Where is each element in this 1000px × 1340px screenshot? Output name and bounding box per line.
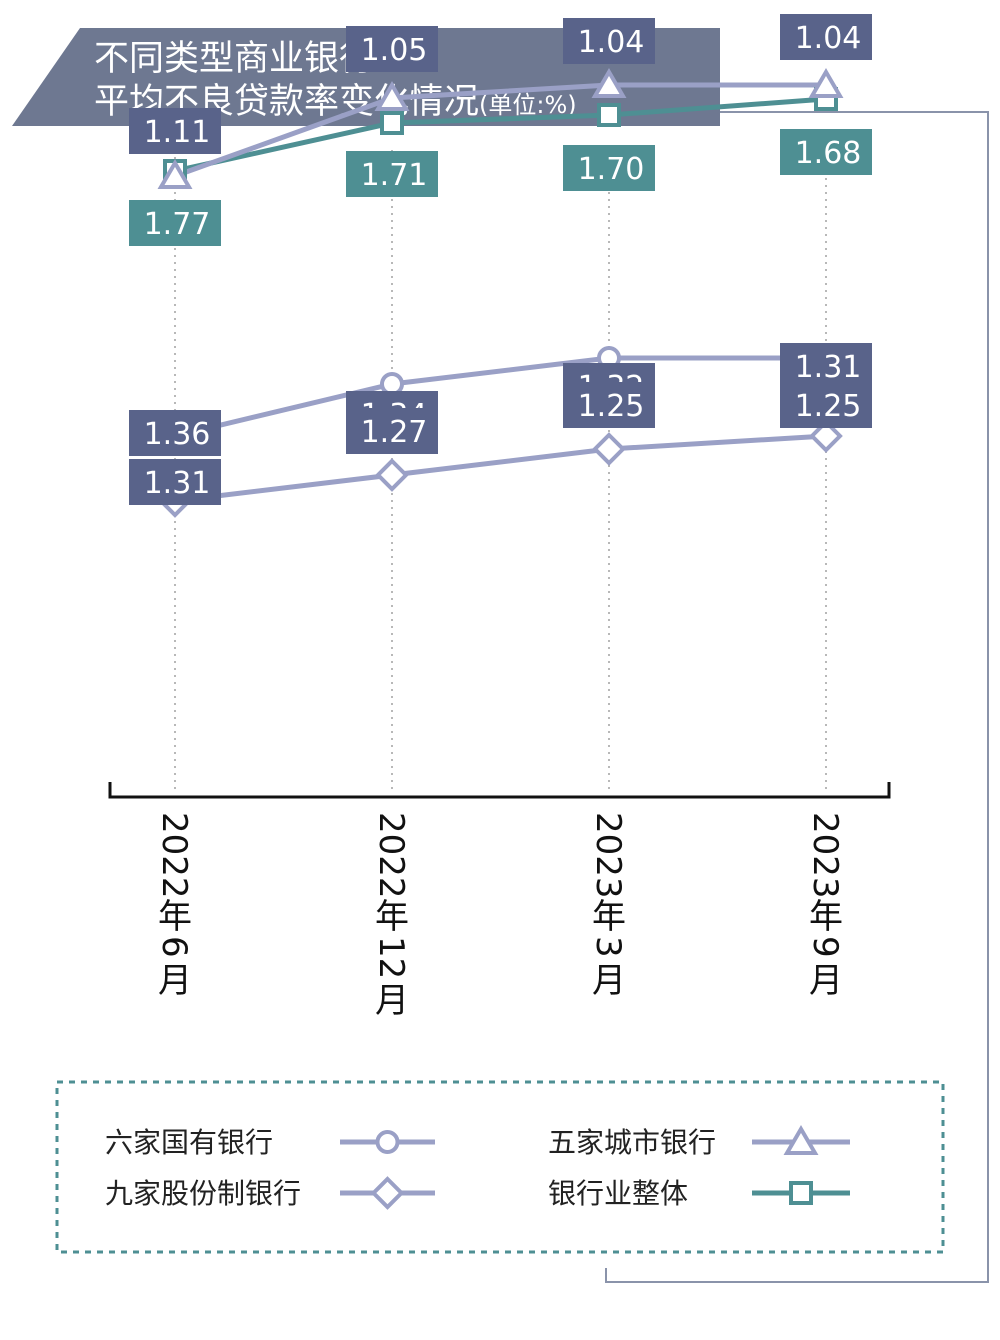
data-label-square-1: 1.71 — [361, 158, 428, 193]
chart-title: 不同类型商业银行 — [94, 39, 374, 79]
data-label-square-3: 1.68 — [795, 136, 862, 171]
data-label-box-square-3 — [780, 129, 872, 175]
x-tick-part: 2023 — [805, 812, 845, 899]
point-diamond-2 — [592, 432, 626, 466]
data-label-diamond-3: 1.31 — [795, 350, 862, 385]
legend-label-3: 银行业整体 — [548, 1177, 688, 1210]
data-label-box-triangle-3 — [780, 14, 872, 60]
series-line-square — [174, 96, 827, 174]
x-tick-part: 月 — [592, 961, 626, 1001]
series-markers — [157, 68, 844, 518]
data-label-box-diamond-3 — [780, 343, 872, 389]
x-tick-part: 年 — [158, 897, 192, 937]
x-tick-part: 3 — [588, 936, 628, 958]
data-label-box-square-2 — [563, 145, 655, 191]
data-label-box-circle-3 — [780, 382, 872, 428]
x-tick-part: 2022 — [371, 812, 411, 899]
x-axis — [108, 782, 891, 799]
data-label-square-2: 1.70 — [578, 152, 645, 187]
x-tick-part: 12 — [371, 936, 411, 979]
legend-label-0: 六家国有银行 — [105, 1126, 273, 1159]
legend-marker-2 — [370, 1176, 405, 1210]
legend-label-1: 五家城市银行 — [548, 1126, 716, 1159]
frame-line — [605, 111, 989, 1283]
point-triangle-1 — [374, 81, 410, 111]
x-tick-part: 年 — [375, 897, 409, 937]
legend-marker-0 — [375, 1130, 400, 1154]
data-label-box-square-0 — [129, 200, 221, 246]
series-line-diamond — [174, 433, 827, 504]
legend-marker-3 — [789, 1181, 813, 1205]
data-label-box-circle-2 — [563, 382, 655, 428]
legend-marker-1 — [783, 1125, 819, 1155]
point-diamond-3 — [809, 419, 843, 453]
point-square-2 — [597, 103, 621, 127]
data-label-triangle-2: 1.04 — [578, 25, 645, 60]
data-label-box-circle-0 — [129, 459, 221, 505]
data-label-square-0: 1.77 — [144, 207, 211, 242]
data-label-circle-1: 1.27 — [361, 415, 428, 450]
data-label-box-triangle-2 — [563, 18, 655, 64]
point-diamond-1 — [375, 458, 409, 492]
series-lines — [174, 82, 827, 504]
point-triangle-3 — [808, 68, 844, 98]
grid-lines — [174, 150, 827, 790]
data-label-circle-3: 1.25 — [795, 389, 862, 424]
x-tick-part: 月 — [158, 961, 192, 1001]
point-triangle-2 — [591, 68, 627, 98]
data-label-box-circle-1 — [346, 408, 438, 454]
data-label-box-triangle-0 — [129, 108, 221, 154]
x-tick-part: 2022 — [154, 812, 194, 899]
x-tick-part: 6 — [154, 936, 194, 958]
x-tick-part: 9 — [805, 936, 845, 958]
x-tick-part: 月 — [375, 981, 409, 1021]
data-label-box-triangle-1 — [346, 26, 438, 72]
data-label-box-square-1 — [346, 151, 438, 197]
series-line-circle — [174, 355, 826, 439]
data-label-triangle-3: 1.04 — [795, 21, 862, 56]
series-line-triangle — [174, 82, 826, 179]
x-axis-bracket — [108, 782, 891, 799]
x-tick-part: 年 — [592, 897, 626, 937]
data-label-circle-2: 1.25 — [578, 389, 645, 424]
data-label-triangle-0: 1.11 — [144, 115, 211, 150]
data-label-triangle-1: 1.05 — [361, 33, 428, 68]
x-tick-part: 月 — [809, 961, 843, 1001]
legend-box — [55, 1080, 945, 1254]
x-tick-part: 年 — [809, 897, 843, 937]
data-labels: 1.771.711.701.681.361.341.321.311.311.27… — [129, 14, 872, 505]
x-tick-part: 2023 — [588, 812, 628, 899]
data-label-box-diamond-0 — [129, 410, 221, 456]
data-label-circle-0: 1.31 — [144, 466, 211, 501]
point-square-1 — [380, 111, 404, 135]
point-triangle-0 — [157, 159, 193, 189]
data-label-diamond-0: 1.36 — [144, 417, 211, 452]
legend-label-2: 九家股份制银行 — [105, 1177, 301, 1210]
title-banner — [12, 28, 720, 126]
